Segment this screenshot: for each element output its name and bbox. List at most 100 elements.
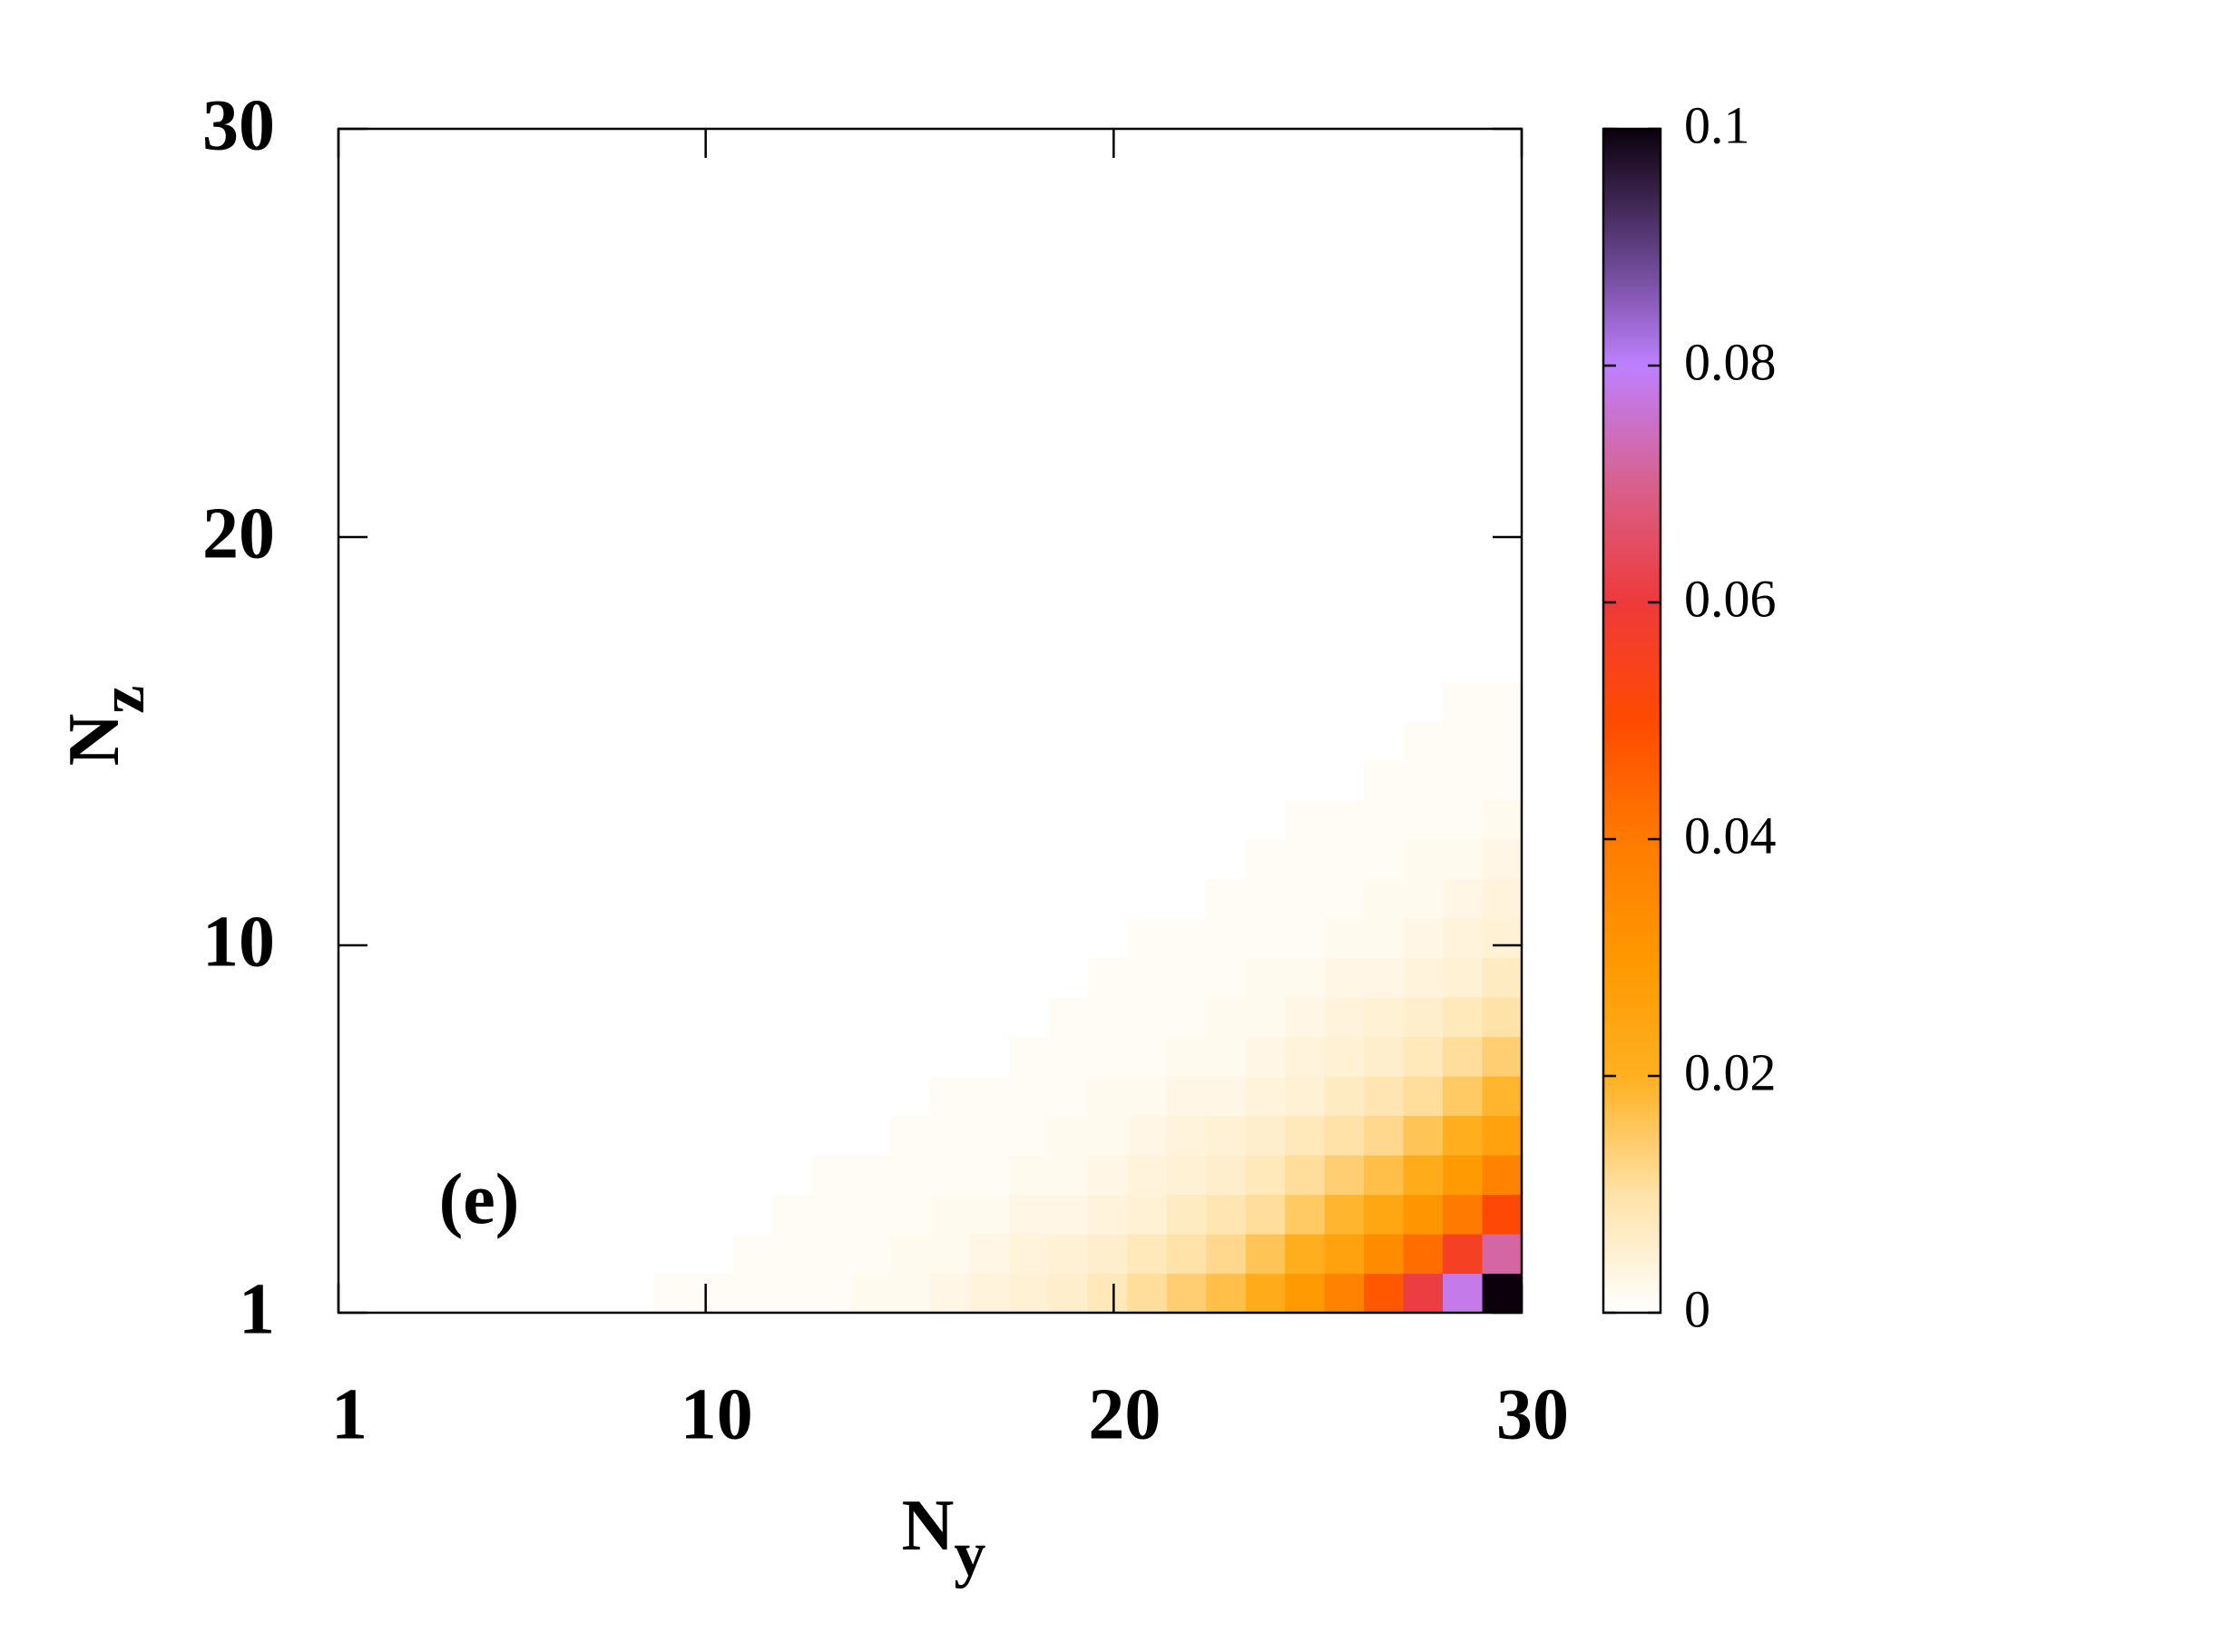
- heatmap-cell: [1364, 720, 1405, 761]
- heatmap-cell: [930, 681, 971, 722]
- heatmap-cell: [338, 1155, 379, 1196]
- heatmap-cell: [1364, 168, 1405, 209]
- heatmap-cell: [1364, 997, 1405, 1038]
- heatmap-cell: [456, 326, 497, 367]
- heatmap-cell: [772, 1155, 813, 1196]
- heatmap-cell: [653, 799, 694, 840]
- heatmap-cell: [574, 720, 615, 761]
- heatmap-cell: [1048, 287, 1089, 327]
- heatmap-cell: [1482, 957, 1523, 998]
- heatmap-cell: [1127, 484, 1168, 524]
- heatmap-cell: [969, 562, 1010, 603]
- heatmap-cell: [732, 1076, 773, 1117]
- heatmap-cell: [890, 484, 931, 524]
- heatmap-cell: [1324, 1155, 1365, 1196]
- heatmap-cell: [456, 168, 497, 209]
- heatmap-cell: [456, 918, 497, 959]
- heatmap-cell: [1206, 484, 1247, 524]
- heatmap-cell: [535, 1115, 576, 1156]
- heatmap-cell: [1285, 1115, 1326, 1156]
- heatmap-cell: [1087, 681, 1128, 722]
- heatmap-cell: [535, 405, 576, 445]
- heatmap-cell: [1482, 168, 1523, 209]
- heatmap-cell: [614, 918, 655, 959]
- heatmap-cell: [574, 562, 615, 603]
- heatmap-cell: [1166, 523, 1207, 564]
- heatmap-cell: [1206, 129, 1247, 170]
- heatmap-cell: [1443, 287, 1484, 327]
- heatmap-cell: [693, 602, 734, 643]
- heatmap-cell: [614, 839, 655, 880]
- heatmap-cell: [1245, 957, 1286, 998]
- heatmap-cell: [1364, 799, 1405, 840]
- heatmap-cell: [535, 484, 576, 524]
- heatmap-cell: [614, 878, 655, 919]
- heatmap-cell: [851, 799, 892, 840]
- heatmap-cell: [495, 720, 536, 761]
- heatmap-cell: [1324, 1194, 1365, 1235]
- heatmap-cell: [614, 1036, 655, 1077]
- heatmap-cell: [1206, 1036, 1247, 1077]
- heatmap-cell: [574, 641, 615, 682]
- heatmap-cell: [811, 918, 852, 959]
- heatmap-cell: [1482, 405, 1523, 445]
- heatmap-cell: [653, 1036, 694, 1077]
- heatmap-cell: [614, 208, 655, 249]
- heatmap-cell: [416, 839, 457, 880]
- heatmap-cell: [890, 839, 931, 880]
- heatmap-cell: [1443, 760, 1484, 801]
- heatmap-cell: [1206, 562, 1247, 603]
- heatmap-cell: [1285, 208, 1326, 249]
- heatmap-cell: [1245, 997, 1286, 1038]
- heatmap-cell: [574, 1194, 615, 1235]
- heatmap-cell: [1285, 602, 1326, 643]
- heatmap-cell: [969, 918, 1010, 959]
- heatmap-cell: [338, 1194, 379, 1235]
- heatmap-cell: [416, 1076, 457, 1117]
- heatmap-cell: [338, 1273, 379, 1314]
- heatmap-cell: [1087, 523, 1128, 564]
- heatmap-cell: [1048, 720, 1089, 761]
- heatmap-cell: [772, 326, 813, 367]
- heatmap-cell: [416, 247, 457, 288]
- heatmap-cell: [930, 1194, 971, 1235]
- heatmap-cell: [1324, 1036, 1365, 1077]
- heatmap-cell: [851, 1155, 892, 1196]
- heatmap-cell: [653, 287, 694, 327]
- heatmap-cell: [851, 523, 892, 564]
- heatmap-cell: [377, 1076, 418, 1117]
- heatmap-cell: [1324, 602, 1365, 643]
- heatmap-cell: [693, 523, 734, 564]
- heatmap-cell: [377, 878, 418, 919]
- heatmap-cell: [1285, 799, 1326, 840]
- heatmap-cell: [416, 484, 457, 524]
- heatmap-cell: [377, 562, 418, 603]
- heatmap-cell: [1245, 720, 1286, 761]
- heatmap-cell: [1008, 523, 1049, 564]
- heatmap-cell: [1008, 957, 1049, 998]
- heatmap-cell: [1285, 997, 1326, 1038]
- heatmap-cell: [535, 720, 576, 761]
- heatmap-cell: [1364, 602, 1405, 643]
- heatmap-cell: [851, 1076, 892, 1117]
- heatmap-cell: [969, 957, 1010, 998]
- heatmap-cell: [1087, 839, 1128, 880]
- heatmap-cell: [1364, 1115, 1405, 1156]
- heatmap-cell: [653, 997, 694, 1038]
- heatmap-cell: [969, 760, 1010, 801]
- heatmap-cell: [1324, 1115, 1365, 1156]
- heatmap-cell: [377, 720, 418, 761]
- heatmap-cell: [969, 839, 1010, 880]
- heatmap-cell: [377, 839, 418, 880]
- heatmap-cell: [930, 366, 971, 406]
- heatmap-cell: [1285, 484, 1326, 524]
- heatmap-cell: [1245, 405, 1286, 445]
- heatmap-cell: [456, 957, 497, 998]
- heatmap-cell: [1245, 799, 1286, 840]
- heatmap-cell: [377, 208, 418, 249]
- heatmap-cell: [1206, 1155, 1247, 1196]
- heatmap-cell: [653, 523, 694, 564]
- heatmap-cell: [732, 523, 773, 564]
- heatmap-cell: [851, 839, 892, 880]
